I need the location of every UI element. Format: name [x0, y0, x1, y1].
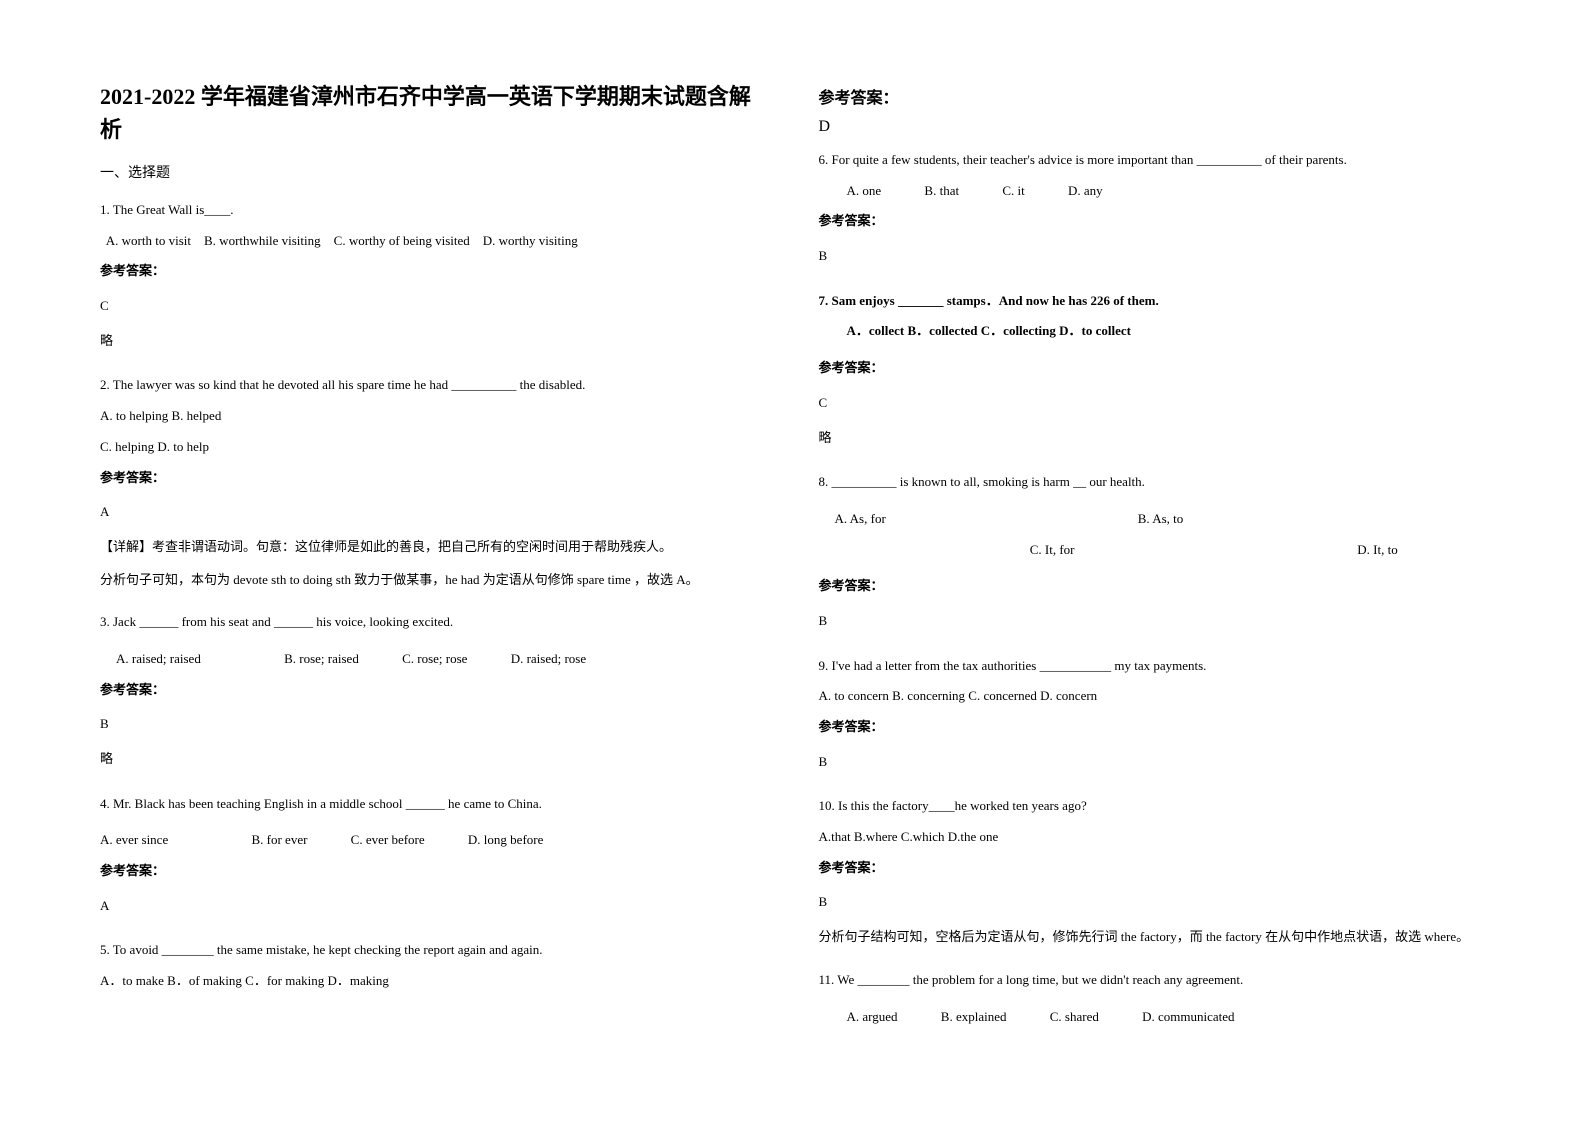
q8-text: 8. __________ is known to all, smoking i… — [819, 470, 1488, 495]
q3-oA: A. raised; raised — [116, 647, 201, 672]
q8-opts-row2: C. It, for D. It, to — [819, 538, 1488, 563]
q1-opts: A. worth to visit B. worthwhile visiting… — [100, 229, 769, 254]
q6: 6. For quite a few students, their teach… — [819, 148, 1488, 279]
q6-oC: C. it — [1002, 179, 1024, 204]
q6-opts: A. one B. that C. it D. any — [819, 179, 1488, 204]
q9-ans-label: 参考答案： — [819, 715, 1488, 740]
q11-oC: C. shared — [1050, 1005, 1099, 1030]
q4-opts: A. ever since B. for ever C. ever before… — [100, 828, 769, 853]
q1-text: 1. The Great Wall is____. — [100, 198, 769, 223]
q10-expl: 分析句子结构可知，空格后为定语从句，修饰先行词 the factory，而 th… — [819, 925, 1488, 950]
q2-expl2: 分析句子可知，本句为 devote sth to doing sth 致力于做某… — [100, 568, 769, 593]
q3-opts: A. raised; raised B. rose; raised C. ros… — [100, 647, 769, 672]
q1: 1. The Great Wall is____. A. worth to vi… — [100, 198, 769, 363]
q5: 5. To avoid ________ the same mistake, h… — [100, 938, 769, 999]
q11-oA: A. argued — [847, 1005, 898, 1030]
q3-expl: 略 — [100, 747, 769, 772]
q2-opt2: C. helping D. to help — [100, 435, 769, 460]
q7-ans-label: 参考答案： — [819, 356, 1488, 381]
q11-text: 11. We ________ the problem for a long t… — [819, 968, 1488, 993]
q6-oD: D. any — [1068, 179, 1103, 204]
q5-ans: D — [819, 118, 1488, 136]
q2-opt1: A. to helping B. helped — [100, 404, 769, 429]
section-header: 一、选择题 — [100, 162, 769, 182]
q8-oC: C. It, for — [819, 538, 1135, 563]
q8-ans-label: 参考答案： — [819, 574, 1488, 599]
q3: 3. Jack ______ from his seat and ______ … — [100, 610, 769, 781]
q11-oB: B. explained — [941, 1005, 1007, 1030]
q2-ans: A — [100, 500, 769, 525]
q8-opts-row1: A. As, for B. As, to — [819, 507, 1488, 532]
q10-ans-label: 参考答案： — [819, 856, 1488, 881]
q2-text: 2. The lawyer was so kind that he devote… — [100, 373, 769, 398]
q4-text: 4. Mr. Black has been teaching English i… — [100, 792, 769, 817]
q6-text: 6. For quite a few students, their teach… — [819, 148, 1488, 173]
q3-oB: B. rose; raised — [284, 647, 359, 672]
q7-ans: C — [819, 391, 1488, 416]
q4-ans: A — [100, 894, 769, 919]
q4: 4. Mr. Black has been teaching English i… — [100, 792, 769, 929]
q9-ans: B — [819, 750, 1488, 775]
q1-ans: C — [100, 294, 769, 319]
q7-text: 7. Sam enjoys _______ stamps．And now he … — [819, 289, 1488, 314]
q6-oA: A. one — [847, 179, 882, 204]
q1-expl: 略 — [100, 329, 769, 354]
q10-ans: B — [819, 890, 1488, 915]
q11-opts: A. argued B. explained C. shared D. comm… — [819, 1005, 1488, 1030]
q4-oD: D. long before — [468, 828, 543, 853]
q4-oA: A. ever since — [100, 828, 168, 853]
q2-ans-label: 参考答案： — [100, 466, 769, 491]
q11: 11. We ________ the problem for a long t… — [819, 968, 1488, 1035]
q8-oB: B. As, to — [1138, 511, 1184, 526]
doc-title: 2021-2022 学年福建省漳州市石齐中学高一英语下学期期末试题含解析 — [100, 80, 769, 146]
q3-oD: D. raised; rose — [511, 647, 586, 672]
q4-oC: C. ever before — [351, 828, 425, 853]
q2-expl1: 【详解】考查非谓语动词。句意：这位律师是如此的善良，把自己所有的空闲时间用于帮助… — [100, 535, 769, 560]
q3-oC: C. rose; rose — [402, 647, 467, 672]
q6-ans: B — [819, 244, 1488, 269]
q3-ans-label: 参考答案： — [100, 678, 769, 703]
q9: 9. I've had a letter from the tax author… — [819, 654, 1488, 785]
q11-oD: D. communicated — [1142, 1005, 1234, 1030]
q2: 2. The lawyer was so kind that he devote… — [100, 373, 769, 600]
q5-opts: A．to make B．of making C．for making D．mak… — [100, 969, 769, 994]
q7-opts: A．collect B．collected C．collecting D．to … — [819, 319, 1488, 344]
right-column: 参考答案： D 6. For quite a few students, the… — [819, 80, 1488, 1082]
q10: 10. Is this the factory____he worked ten… — [819, 794, 1488, 957]
q8-oD: D. It, to — [1138, 538, 1398, 563]
q4-ans-label: 参考答案： — [100, 859, 769, 884]
q1-ans-label: 参考答案： — [100, 259, 769, 284]
q5-ans-label: 参考答案： — [819, 84, 1488, 108]
q3-text: 3. Jack ______ from his seat and ______ … — [100, 610, 769, 635]
q7-expl: 略 — [819, 426, 1488, 451]
q6-oB: B. that — [924, 179, 959, 204]
q6-ans-label: 参考答案： — [819, 209, 1488, 234]
q7: 7. Sam enjoys _______ stamps．And now he … — [819, 289, 1488, 460]
q10-text: 10. Is this the factory____he worked ten… — [819, 794, 1488, 819]
q10-opts: A.that B.where C.which D.the one — [819, 825, 1488, 850]
q5-text: 5. To avoid ________ the same mistake, h… — [100, 938, 769, 963]
q8-ans: B — [819, 609, 1488, 634]
left-column: 2021-2022 学年福建省漳州市石齐中学高一英语下学期期末试题含解析 一、选… — [100, 80, 769, 1082]
q3-ans: B — [100, 712, 769, 737]
q9-opts: A. to concern B. concerning C. concerned… — [819, 684, 1488, 709]
q8: 8. __________ is known to all, smoking i… — [819, 470, 1488, 643]
q8-oA: A. As, for — [835, 507, 1135, 532]
q9-text: 9. I've had a letter from the tax author… — [819, 654, 1488, 679]
q4-oB: B. for ever — [251, 828, 307, 853]
